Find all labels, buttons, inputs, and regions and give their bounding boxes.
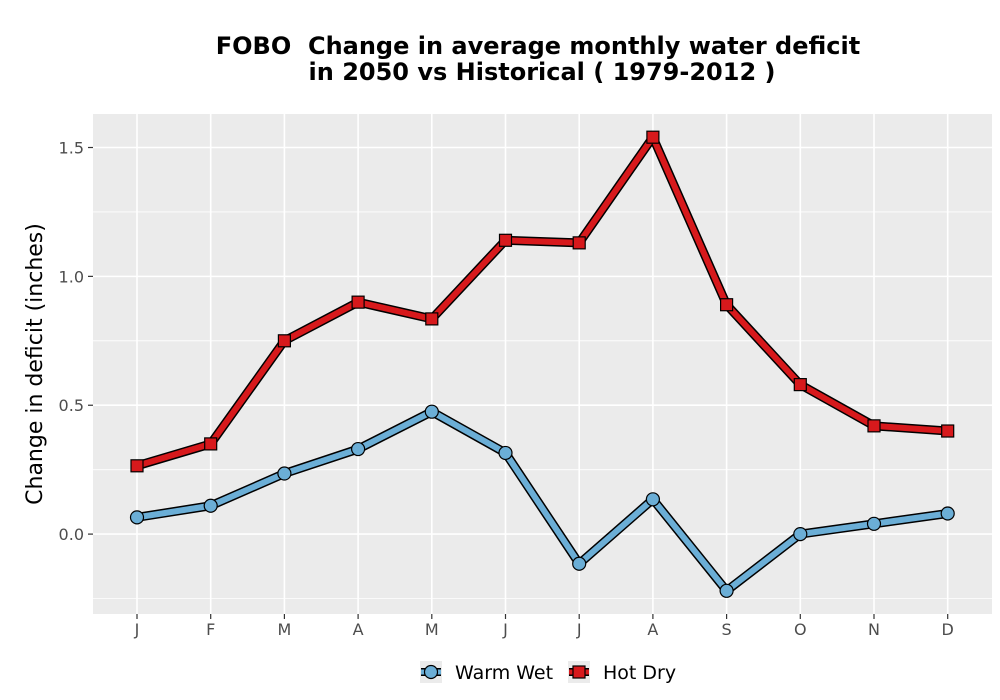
- x-tick-label: M: [277, 620, 291, 639]
- y-tick-label: 0.0: [59, 525, 84, 544]
- data-point-warm-wet: [866, 516, 882, 531]
- legend-key-marker: [572, 665, 586, 679]
- data-point-hot-dry: [793, 378, 807, 392]
- plot-panel: [93, 114, 992, 614]
- data-point-warm-wet: [203, 498, 218, 513]
- data-point-warm-wet: [129, 510, 145, 525]
- legend-label-warm-wet: Warm Wet: [455, 662, 553, 684]
- data-point-hot-dry: [498, 233, 513, 247]
- data-point-hot-dry: [646, 130, 660, 144]
- y-tick-label: 1.5: [59, 139, 84, 158]
- data-point-warm-wet: [498, 445, 513, 461]
- data-point-warm-wet: [424, 404, 439, 419]
- data-point-hot-dry: [204, 437, 218, 451]
- x-tick-label: A: [353, 620, 364, 639]
- x-tick-label: M: [425, 620, 439, 639]
- series-warm-wet: [129, 404, 955, 598]
- series-layer: [129, 130, 955, 598]
- legend-key-marker: [423, 664, 439, 680]
- data-point-hot-dry: [351, 295, 365, 309]
- data-point-warm-wet: [351, 441, 366, 457]
- x-tick-label: F: [206, 620, 215, 639]
- x-tick-label: J: [502, 620, 508, 639]
- data-point-warm-wet: [277, 466, 292, 481]
- data-point-hot-dry: [719, 298, 734, 312]
- x-tick-label: N: [868, 620, 880, 639]
- x-tick-label: S: [722, 620, 732, 639]
- series-line-hot-dry: [134, 134, 951, 469]
- y-axis-title: Change in deficit (inches): [23, 223, 48, 505]
- data-point-warm-wet: [940, 506, 955, 521]
- data-point-hot-dry: [130, 459, 144, 473]
- data-point-warm-wet: [572, 556, 587, 571]
- legend-item-warm-wet: Warm Wet: [420, 661, 553, 684]
- data-point-hot-dry: [277, 334, 291, 348]
- x-tick-label: D: [942, 620, 954, 639]
- data-point-warm-wet: [645, 492, 661, 507]
- legend-label-hot-dry: Hot Dry: [603, 662, 676, 684]
- series-line-warm-wet: [134, 408, 951, 594]
- y-tick-label: 1.0: [59, 267, 84, 286]
- data-point-hot-dry: [572, 236, 586, 250]
- x-tick-label: J: [134, 620, 140, 639]
- x-tick-label: J: [576, 620, 582, 639]
- data-point-hot-dry: [425, 312, 439, 326]
- series-hot-dry: [130, 130, 955, 473]
- axes: 0.0 0.5 1.0 1.5 J F M A M J J A S O N D: [59, 139, 954, 639]
- data-point-hot-dry: [941, 424, 955, 438]
- chart-title-line1: FOBO Change in average monthly water def…: [216, 32, 860, 60]
- x-tick-label: A: [647, 620, 658, 639]
- data-point-warm-wet: [793, 527, 808, 542]
- data-point-hot-dry: [867, 419, 881, 433]
- x-tick-label: O: [794, 620, 807, 639]
- legend-item-hot-dry: Hot Dry: [568, 661, 676, 684]
- data-point-warm-wet: [719, 583, 734, 598]
- legend: Warm Wet Hot Dry: [420, 661, 676, 684]
- y-tick-label: 0.5: [59, 396, 84, 415]
- chart-title-line2: in 2050 vs Historical ( 1979-2012 ): [309, 58, 776, 86]
